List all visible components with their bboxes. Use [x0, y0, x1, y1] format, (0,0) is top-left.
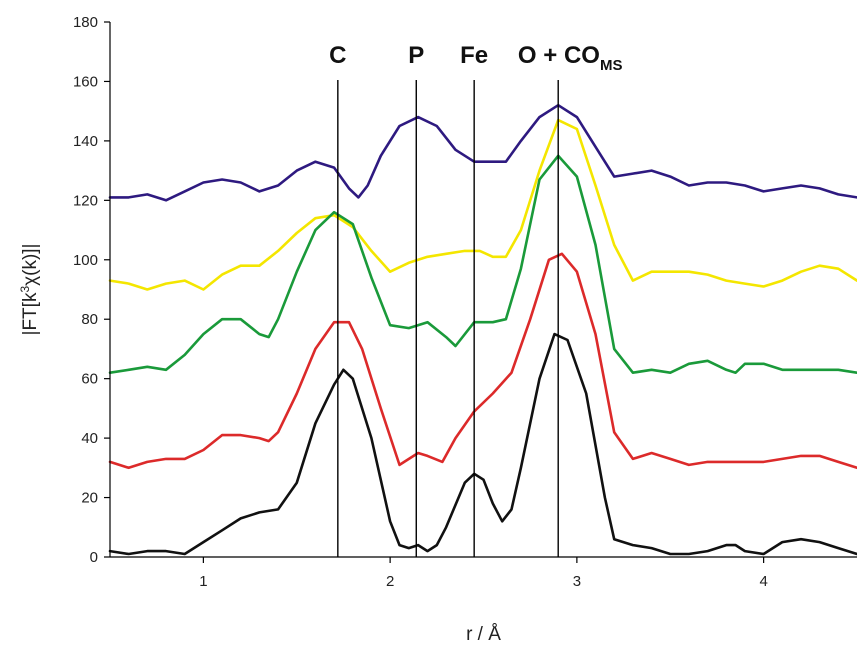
y-tick-label: 20: [81, 490, 98, 507]
marker-label-main: P: [408, 42, 424, 69]
y-tick-label: 160: [73, 73, 98, 90]
x-tick-label: 4: [759, 573, 767, 590]
marker-label: O + COMS: [518, 42, 623, 74]
y-tick-label: 180: [73, 14, 98, 31]
series-line-1: [108, 103, 857, 202]
tick-layer: 0 20 40 60 80 100 120 140 160 180 1 2 3 4: [73, 14, 768, 590]
marker-label-subscript: MS: [600, 57, 623, 74]
y-axis-title-part2: χ(k)]|: [20, 244, 41, 286]
marker-label: C: [329, 42, 346, 69]
plot-area: C P Fe O + COMS 0 20 40 60 80 100 120 140 160 180 1 2 3…: [73, 14, 857, 590]
y-tick-label: 120: [73, 192, 98, 209]
marker-label-main: O + CO: [518, 42, 600, 69]
y-axis-title-superscript: 3: [18, 286, 32, 293]
marker-layer: C P Fe O + COMS: [329, 42, 622, 557]
x-tick-label: 1: [199, 573, 207, 590]
y-tick-label: 0: [90, 549, 98, 566]
series-line-3: [108, 154, 857, 375]
series-line-4: [108, 252, 857, 470]
y-tick-label: 140: [73, 133, 98, 150]
x-tick-label: 3: [573, 573, 581, 590]
marker-label: Fe: [460, 42, 488, 69]
marker-label: P: [408, 42, 424, 69]
series-line-5: [108, 332, 857, 556]
y-tick-label: 60: [81, 371, 98, 388]
y-tick-label: 80: [81, 311, 98, 328]
y-tick-label: 40: [81, 430, 98, 447]
series-layer: [108, 103, 857, 556]
marker-label-main: Fe: [460, 42, 488, 69]
x-axis-title: r / Å: [466, 624, 501, 645]
marker-label-main: C: [329, 42, 346, 69]
series-line-2: [108, 118, 857, 291]
y-tick-label: 100: [73, 252, 98, 269]
y-axis-title-part1: |FT[k: [20, 292, 41, 335]
y-axis-title: |FT[k3χ(k)]|: [18, 244, 41, 336]
x-tick-label: 2: [386, 573, 394, 590]
